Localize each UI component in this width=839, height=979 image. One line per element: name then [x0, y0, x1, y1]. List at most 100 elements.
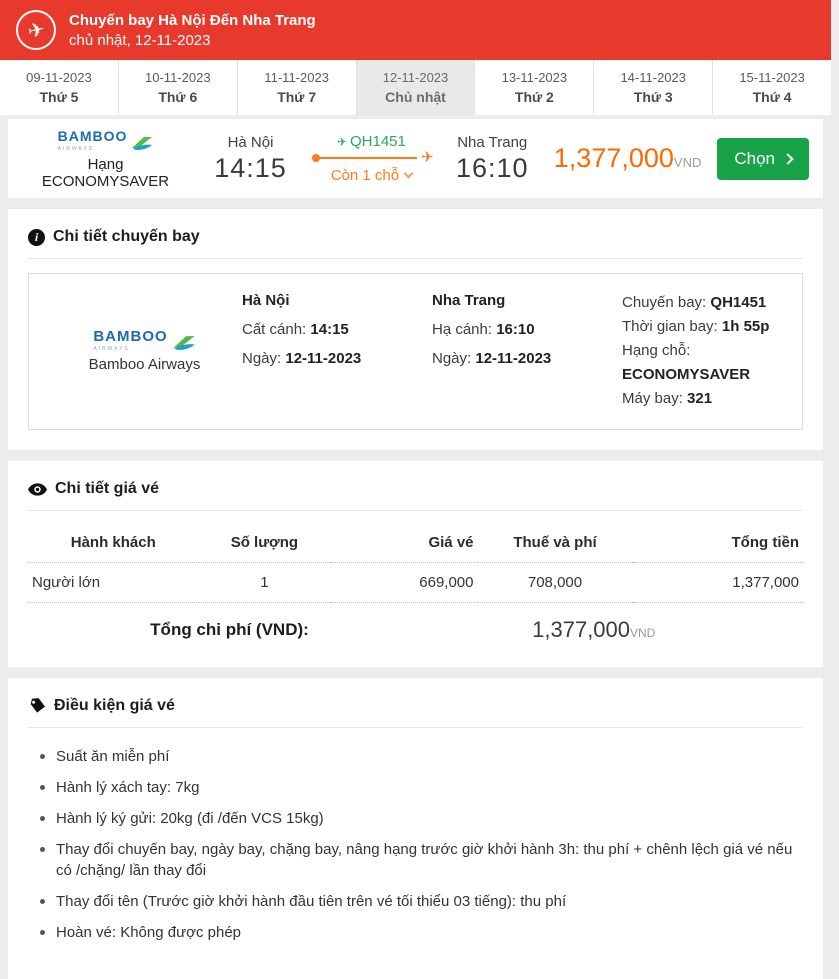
chevron-right-icon	[782, 152, 794, 165]
bamboo-leaf-icon	[132, 136, 153, 150]
chevron-down-icon	[403, 168, 414, 178]
row-total: 1,377,000	[632, 562, 803, 603]
price-detail-heading: Chi tiết giá vé	[28, 480, 803, 511]
logo-word: BAMBOO	[57, 127, 128, 144]
detail-arrive-column: Nha Trang Hạ cánh: 16:10 Ngày: 12-11-202…	[432, 290, 622, 411]
quantity: 1	[198, 562, 331, 603]
tab-date: 10-11-2023	[145, 70, 211, 85]
arrive-date-line: Ngày: 12-11-2023	[432, 350, 552, 367]
cabin-class-line: Hạng chỗ: ECONOMYSAVER	[622, 342, 751, 383]
flight-detail-heading: i Chi tiết chuyến bay	[28, 228, 803, 259]
tab-day: Thứ 6	[158, 89, 198, 105]
condition-item: Hành lý xách tay: 7kg	[38, 777, 803, 798]
depart-date-line: Ngày: 12-11-2023	[242, 350, 362, 367]
fare-class-label: Hạng ECONOMYSAVER	[41, 155, 170, 190]
date-tab-6[interactable]: 14-11-2023 Thứ 3	[594, 60, 714, 115]
tab-date: 12-11-2023	[382, 70, 449, 85]
route-bar	[314, 156, 417, 159]
detail-depart-column: Hà Nội Cất cánh: 14:15 Ngày: 12-11-2023	[242, 290, 432, 411]
price-amount: 1,377,000	[553, 143, 674, 173]
route-plane-icon: ✈	[421, 148, 434, 166]
tab-date: 14-11-2023	[620, 70, 686, 85]
price-currency: VND	[673, 155, 702, 170]
col-total: Tổng tiền	[632, 525, 803, 563]
tag-icon	[30, 698, 45, 713]
tab-day: Thứ 2	[514, 89, 554, 105]
bamboo-leaf-icon	[173, 336, 195, 350]
price-table: Hành khách Số lượng Giá vé Thuế và phí T…	[28, 525, 803, 603]
seats-left-toggle[interactable]: Còn 1 chỗ	[330, 166, 414, 184]
select-button[interactable]: Chọn	[717, 137, 809, 180]
tab-day: Thứ 3	[633, 89, 673, 105]
col-passenger: Hành khách	[28, 525, 199, 563]
tab-day: Thứ 4	[752, 89, 792, 105]
tab-date: 13-11-2023	[501, 70, 568, 85]
tax-amount: 708,000	[477, 562, 633, 603]
section-title: Chi tiết giá vé	[55, 480, 160, 497]
tab-day: Chủ nhật	[385, 89, 446, 105]
flight-detail-box: BAMBOO AIRWAYS Bamboo Airways Hà Nội Cất…	[28, 273, 803, 430]
airline-name: Bamboo Airways	[88, 356, 201, 373]
date-tab-2[interactable]: 10-11-2023 Thứ 6	[119, 60, 238, 115]
price-table-row: Người lớn 1 669,000 708,000 1,377,000	[28, 562, 803, 603]
col-fare: Giá vé	[330, 525, 478, 563]
detail-info-column: Chuyến bay: QH1451 Thời gian bay: 1h 55p…	[622, 290, 784, 411]
date-tab-7[interactable]: 15-11-2023 Thứ 4	[713, 60, 831, 115]
fare-conditions-list: Suất ăn miễn phí Hành lý xách tay: 7kg H…	[28, 742, 803, 959]
depart-block: Hà Nội 14:15	[189, 134, 312, 184]
flight-number-line: Chuyến bay: QH1451	[622, 294, 767, 311]
tab-day: Thứ 7	[277, 89, 317, 105]
depart-city: Hà Nội	[242, 292, 290, 309]
condition-item: Suất ăn miễn phí	[38, 746, 803, 767]
select-button-label: Chọn	[734, 148, 775, 168]
arrive-time: 16:10	[455, 152, 529, 183]
flight-number: ✈ QH1451	[336, 132, 406, 150]
info-icon: i	[28, 228, 45, 246]
route-line: ✈	[312, 149, 434, 166]
page-title: Chuyến bay Hà Nội Đến Nha Trang	[69, 11, 316, 29]
condition-item: Thay đổi chuyến bay, ngày bay, chặng bay…	[38, 839, 803, 881]
depart-time-line: Cất cánh: 14:15	[242, 321, 349, 338]
col-quantity: Số lượng	[198, 525, 331, 563]
flight-route-block: ✈ QH1451 ✈ Còn 1 chỗ	[312, 132, 434, 185]
section-title: Chi tiết chuyến bay	[53, 228, 200, 245]
total-currency: VND	[630, 626, 656, 640]
section-title: Điều kiện giá vé	[54, 697, 175, 714]
plane-icon: ✈	[16, 10, 56, 50]
price-detail-section: Chi tiết giá vé Hành khách Số lượng Giá …	[8, 461, 823, 667]
condition-item: Thay đổi tên (Trước giờ khởi hành đầu ti…	[38, 891, 803, 912]
bamboo-airways-logo: BAMBOO AIRWAYS	[93, 328, 195, 352]
date-tabs: 09-11-2023 Thứ 5 10-11-2023 Thứ 6 11-11-…	[0, 60, 831, 115]
depart-time: 14:15	[214, 152, 287, 183]
tab-day: Thứ 5	[39, 89, 79, 105]
fare-conditions-section: Điều kiện giá vé Suất ăn miễn phí Hành l…	[8, 678, 823, 979]
date-tab-4-selected[interactable]: 12-11-2023 Chủ nhật	[356, 60, 476, 115]
grand-total-value: 1,377,000VND	[532, 617, 656, 642]
price-block: 1,377,000VND	[554, 143, 718, 174]
fare-amount: 669,000	[330, 562, 478, 603]
header-titles: Chuyến bay Hà Nội Đến Nha Trang chủ nhật…	[69, 10, 316, 51]
seats-left-label: Còn 1 chỗ	[330, 166, 400, 184]
arrive-city: Nha Trang	[432, 292, 506, 309]
header: ✈ Chuyến bay Hà Nội Đến Nha Trang chủ nh…	[0, 0, 831, 60]
page-subtitle: chủ nhật, 12-11-2023	[69, 31, 211, 49]
flight-result-row: BAMBOO AIRWAYS Hạng ECONOMYSAVER Hà Nội …	[8, 119, 823, 198]
airline-block: BAMBOO AIRWAYS Hạng ECONOMYSAVER	[22, 128, 189, 190]
arrive-time-line: Hạ cánh: 16:10	[432, 321, 535, 338]
date-tab-1[interactable]: 09-11-2023 Thứ 5	[0, 60, 119, 115]
logo-subword: AIRWAYS	[93, 346, 130, 352]
flight-detail-section: i Chi tiết chuyến bay BAMBOO AIRWAYS Bam…	[8, 209, 823, 450]
col-taxes: Thuế và phí	[477, 525, 633, 563]
passenger-type: Người lớn	[28, 562, 199, 603]
tab-date: 09-11-2023	[26, 70, 92, 85]
grand-total-row: Tổng chi phí (VND): 1,377,000VND	[28, 603, 803, 647]
tab-date: 11-11-2023	[264, 70, 329, 85]
bamboo-airways-logo: BAMBOO AIRWAYS	[58, 128, 154, 152]
duration-line: Thời gian bay: 1h 55p	[622, 318, 770, 335]
condition-item: Hành lý ký gửi: 20kg (đi /đến VCS 15kg)	[38, 808, 803, 829]
condition-item: Hoàn vé: Không được phép	[38, 922, 803, 943]
date-tab-3[interactable]: 11-11-2023 Thứ 7	[238, 60, 357, 115]
grand-total-label: Tổng chi phí (VND):	[150, 620, 309, 639]
date-tab-5[interactable]: 13-11-2023 Thứ 2	[475, 60, 595, 115]
